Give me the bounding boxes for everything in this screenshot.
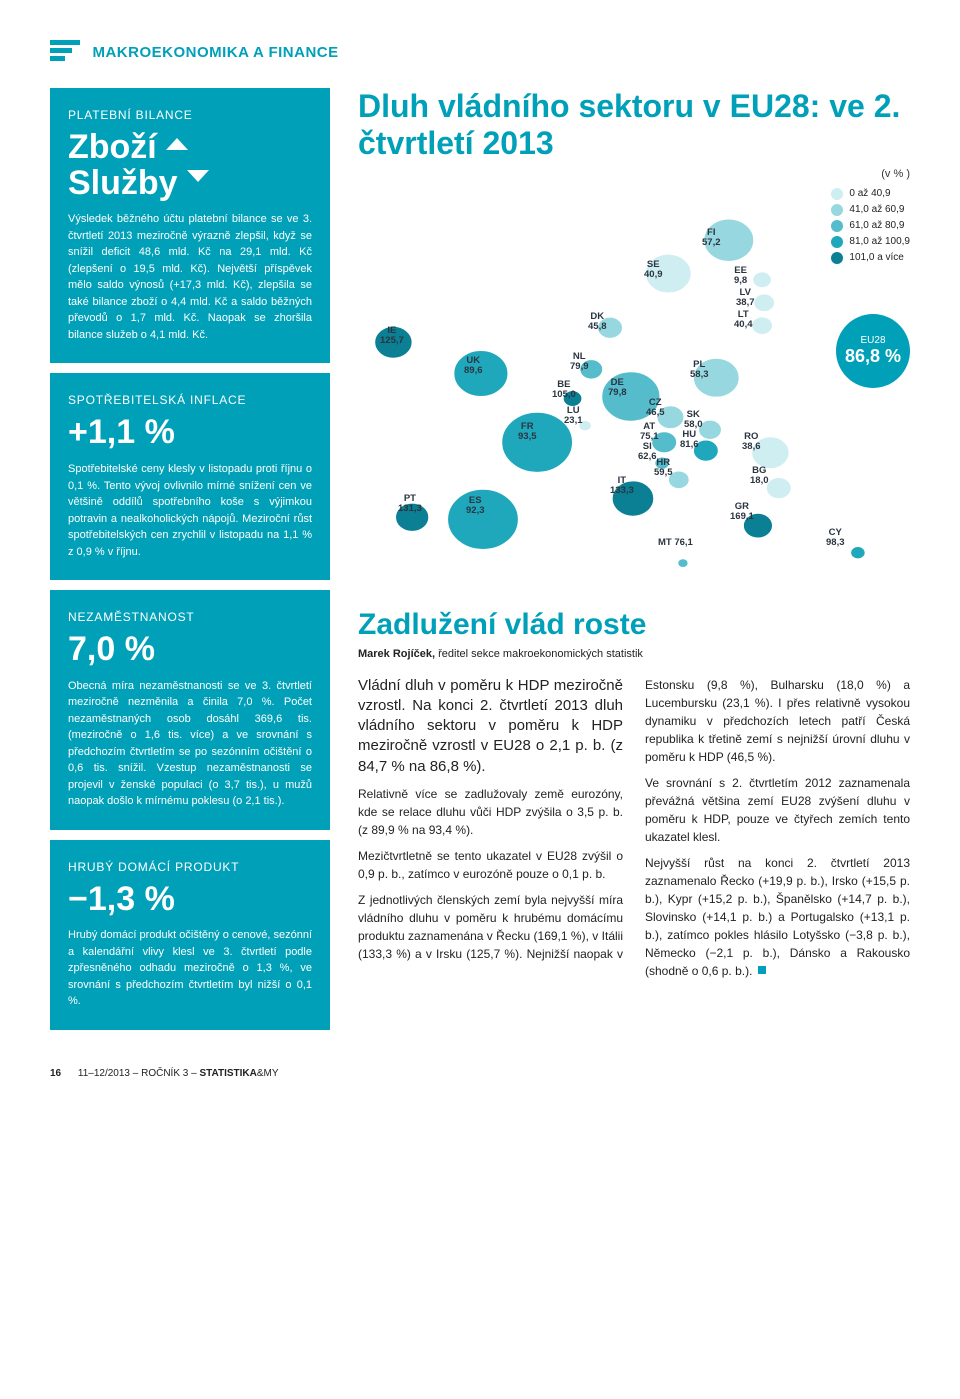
country-shape-cy	[851, 546, 866, 558]
p5: Nejvyšší růst na konci 2. čtvrtletí 2013…	[645, 854, 910, 980]
value: −1,3 %	[68, 882, 312, 918]
country-shape-mt	[678, 558, 688, 567]
body: Hrubý domácí produkt očištěný o cenové, …	[68, 927, 312, 1010]
p2: Mezičtvrtletně se tento ukazatel v EU28 …	[358, 847, 623, 883]
footer: 16 11–12/2013 – ROČNÍK 3 – STATISTIKA&MY	[50, 1068, 910, 1079]
end-square-icon	[758, 966, 766, 974]
overline: HRUBÝ DOMÁCÍ PRODUKT	[68, 858, 312, 876]
country-label-lv: LV38,7	[736, 288, 755, 308]
section-title: MAKROEKONOMIKA A FINANCE	[92, 44, 338, 61]
country-label-ee: EE9,8	[734, 266, 747, 286]
country-label-fi: FI57,2	[702, 228, 721, 248]
country-shape-bg	[766, 477, 791, 498]
legend-label: 61,0 až 80,9	[849, 220, 904, 231]
page-number: 16	[50, 1068, 61, 1079]
header-bars-icon	[50, 40, 80, 64]
byline: Marek Rojíček, ředitel sekce makroekonom…	[358, 648, 910, 660]
country-label-it: IT133,3	[610, 476, 634, 496]
eu28-label: EU28	[836, 335, 910, 346]
unit-label: (v % )	[358, 168, 910, 180]
overline: SPOTŘEBITELSKÁ INFLACE	[68, 391, 312, 409]
country-label-ie: IE125,7	[380, 326, 404, 346]
legend-item: 101,0 a více	[831, 252, 910, 264]
section-header: MAKROEKONOMIKA A FINANCE	[50, 40, 910, 64]
country-shape-lt	[752, 316, 773, 334]
country-label-uk: UK89,6	[464, 356, 483, 376]
card-inflation: SPOTŘEBITELSKÁ INFLACE +1,1 % Spotřebite…	[50, 373, 330, 580]
country-label-lu: LU23,1	[564, 406, 583, 426]
country-label-cz: CZ46,5	[646, 398, 665, 418]
value: 7,0 %	[68, 632, 312, 668]
country-label-hr: HR59,5	[654, 458, 673, 478]
country-label-pt: PT131,3	[398, 494, 422, 514]
infographic-title: Dluh vládního sektoru v EU28: ve 2. čtvr…	[358, 88, 910, 162]
body: Spotřebitelské ceny klesly v listopadu p…	[68, 461, 312, 560]
headline: Zboží Služby	[68, 130, 312, 201]
sidebar: PLATEBNÍ BILANCE Zboží Služby Výsledek b…	[50, 88, 330, 1040]
arrow-down-icon	[187, 166, 209, 188]
country-label-cy: CY98,3	[826, 528, 845, 548]
legend-label: 41,0 až 60,9	[849, 204, 904, 215]
legend-item: 61,0 až 80,9	[831, 220, 910, 232]
p4: Ve srovnání s 2. čtvrtletím 2012 zazname…	[645, 774, 910, 846]
country-shape-fr	[502, 412, 573, 472]
card-unemployment: NEZAMĚSTNANOST 7,0 % Obecná míra nezaměs…	[50, 590, 330, 830]
country-label-hu: HU81,6	[680, 430, 699, 450]
overline: PLATEBNÍ BILANCE	[68, 106, 312, 124]
country-label-bg: BG18,0	[750, 466, 769, 486]
country-label-de: DE79,8	[608, 378, 627, 398]
eu28-value: 86,8 %	[836, 346, 910, 367]
main: Dluh vládního sektoru v EU28: ve 2. čtvr…	[358, 88, 910, 1040]
legend-dot-icon	[831, 188, 843, 200]
lead: Vládní dluh v poměru k HDP meziročně vzr…	[358, 676, 623, 777]
country-label-mt: MT 76,1	[658, 538, 693, 548]
country-label-se: SE40,9	[644, 260, 663, 280]
legend: 0 až 40,9 41,0 až 60,9 61,0 až 80,9 81,0 až…	[831, 188, 910, 268]
country-label-sk: SK58,0	[684, 410, 703, 430]
body: Výsledek běžného účtu platební bilance s…	[68, 211, 312, 343]
value: +1,1 %	[68, 415, 312, 451]
legend-label: 0 až 40,9	[849, 188, 890, 199]
country-label-dk: DK45,8	[588, 312, 607, 332]
country-label-fr: FR93,5	[518, 422, 537, 442]
country-label-es: ES92,3	[466, 496, 485, 516]
legend-dot-icon	[831, 204, 843, 216]
card-balance: PLATEBNÍ BILANCE Zboží Služby Výsledek b…	[50, 88, 330, 363]
overline: NEZAMĚSTNANOST	[68, 608, 312, 626]
country-label-ro: RO38,6	[742, 432, 761, 452]
p1: Relativně více se zadlužovaly země euroz…	[358, 785, 623, 839]
legend-item: 0 až 40,9	[831, 188, 910, 200]
legend-dot-icon	[831, 220, 843, 232]
country-label-pl: PL58,3	[690, 360, 709, 380]
country-shape-lv	[754, 293, 775, 311]
country-label-gr: GR169,1	[730, 502, 754, 522]
legend-dot-icon	[831, 252, 843, 264]
legend-item: 81,0 až 100,9	[831, 236, 910, 248]
card-gdp: HRUBÝ DOMÁCÍ PRODUKT −1,3 % Hrubý domácí…	[50, 840, 330, 1030]
body: Obecná míra nezaměstnanosti se ve 3. čtv…	[68, 678, 312, 810]
article-body: Vládní dluh v poměru k HDP meziročně vzr…	[358, 676, 910, 980]
eu28-badge: EU28 86,8 %	[836, 314, 910, 388]
arrow-up-icon	[166, 130, 188, 152]
legend-label: 101,0 a více	[849, 252, 903, 263]
country-label-at: AT75,1	[640, 422, 659, 442]
country-label-nl: NL79,9	[570, 352, 589, 372]
article-title: Zadlužení vlád roste	[358, 608, 910, 642]
legend-dot-icon	[831, 236, 843, 248]
country-label-be: BE105,0	[552, 380, 576, 400]
legend-label: 81,0 až 100,9	[849, 236, 910, 247]
country-label-lt: LT40,4	[734, 310, 753, 330]
country-shape-ee	[753, 271, 772, 287]
europe-map: 0 až 40,9 41,0 až 60,9 61,0 až 80,9 81,0 až…	[358, 184, 910, 574]
legend-item: 41,0 až 60,9	[831, 204, 910, 216]
